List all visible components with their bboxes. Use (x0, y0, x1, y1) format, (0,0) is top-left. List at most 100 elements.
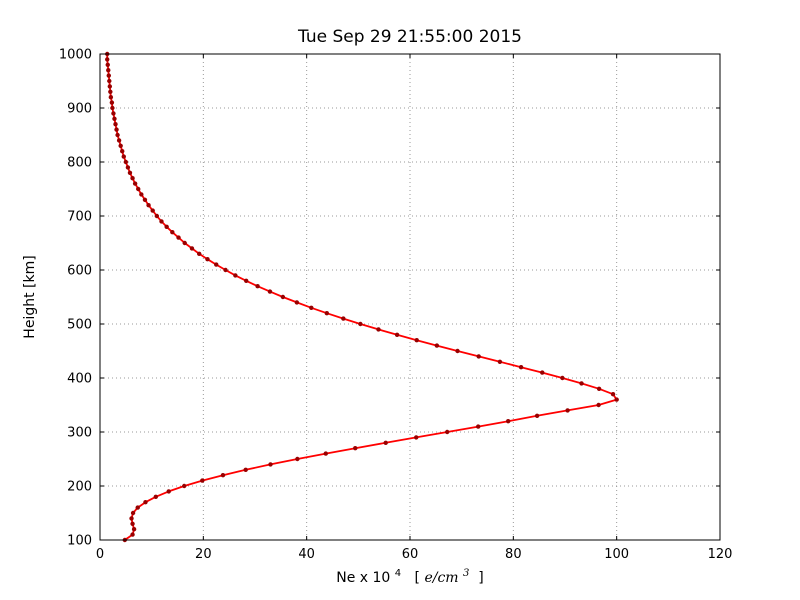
data-point (105, 62, 110, 67)
data-point (197, 251, 202, 256)
y-tick-label: 100 (67, 534, 92, 549)
data-point (106, 73, 111, 78)
data-point (108, 95, 114, 100)
x-axis-label-exponent: 4 (395, 568, 401, 579)
y-tick-label: 1000 (59, 48, 92, 63)
x-tick-label: 0 (96, 547, 104, 562)
data-point (121, 154, 126, 159)
data-point (268, 462, 273, 467)
data-point (146, 203, 151, 208)
data-point (139, 192, 144, 197)
data-point (143, 500, 148, 505)
data-point (243, 467, 248, 472)
data-point (130, 521, 135, 526)
x-tick-label: 40 (298, 547, 315, 562)
data-point (497, 359, 503, 364)
data-point (414, 435, 419, 440)
data-point (518, 365, 524, 370)
data-point (445, 429, 450, 435)
data-point (142, 197, 148, 202)
data-point (182, 240, 187, 246)
data-point (295, 456, 300, 462)
data-point (233, 273, 238, 278)
data-point (106, 68, 111, 73)
y-tick-label: 600 (67, 264, 92, 279)
data-point (323, 451, 328, 456)
data-point (125, 165, 131, 170)
data-point (189, 246, 195, 251)
x-tick-label: 60 (402, 547, 419, 562)
data-point (107, 78, 112, 84)
y-tick-label: 200 (67, 480, 92, 495)
data-point (116, 138, 122, 143)
data-point (118, 143, 123, 148)
data-point (107, 84, 113, 89)
data-point (135, 505, 140, 510)
data-point (109, 100, 115, 105)
data-point (324, 311, 330, 316)
data-point (455, 348, 460, 354)
data-point (123, 159, 129, 165)
data-point (200, 478, 205, 483)
data-point (114, 127, 119, 132)
data-point (565, 408, 570, 413)
data-point (255, 284, 260, 289)
y-tick-label: 300 (67, 426, 92, 441)
data-point (434, 343, 440, 348)
data-point (280, 294, 286, 300)
data-point (358, 321, 363, 327)
data-point (540, 370, 545, 375)
data-point (244, 278, 249, 283)
data-point (394, 332, 400, 337)
x-axis-label-base: Ne x 10 (336, 570, 390, 586)
data-point (111, 111, 116, 116)
data-point (614, 397, 619, 402)
x-axis-label-units: e/cm (424, 570, 458, 586)
data-point (112, 116, 117, 122)
x-axis-label-bracket-close: ] (474, 570, 484, 586)
data-point (476, 424, 481, 429)
data-point (560, 375, 565, 381)
data-point (108, 89, 113, 95)
data-point (105, 57, 110, 62)
data-point (205, 257, 210, 262)
data-point (150, 208, 155, 213)
y-tick-label: 900 (67, 102, 92, 117)
data-point (170, 230, 175, 235)
y-tick-label: 400 (67, 372, 92, 387)
data-point (176, 235, 181, 240)
data-point (596, 386, 602, 391)
data-point (129, 516, 134, 521)
data-point (159, 219, 164, 224)
x-axis-label: Ne x 10 4 [ e/cm 3 ] (336, 564, 484, 586)
data-line (106, 54, 618, 541)
data-point (115, 132, 120, 138)
x-tick-label: 80 (505, 547, 522, 562)
y-tick-label: 700 (67, 210, 92, 225)
chart-title: Tue Sep 29 21:55:00 2015 (297, 27, 522, 47)
data-point (166, 489, 171, 494)
data-point (130, 532, 135, 537)
y-tick-label: 800 (67, 156, 92, 171)
data-point (414, 338, 419, 343)
data-point (130, 176, 135, 181)
x-tick-label: 20 (195, 547, 212, 562)
data-point (309, 305, 314, 310)
data-point (294, 300, 300, 305)
data-point (353, 446, 358, 451)
data-point (132, 181, 138, 186)
data-point (610, 392, 616, 397)
data-point (534, 413, 540, 418)
data-point (120, 149, 125, 154)
data-point (383, 440, 388, 445)
data-point (220, 473, 226, 478)
data-point (341, 316, 346, 321)
y-tick-label: 500 (67, 318, 92, 333)
data-point (579, 381, 584, 386)
x-tick-label: 100 (604, 547, 629, 562)
data-point (223, 267, 228, 273)
data-point (476, 354, 481, 359)
data-point (267, 289, 273, 294)
